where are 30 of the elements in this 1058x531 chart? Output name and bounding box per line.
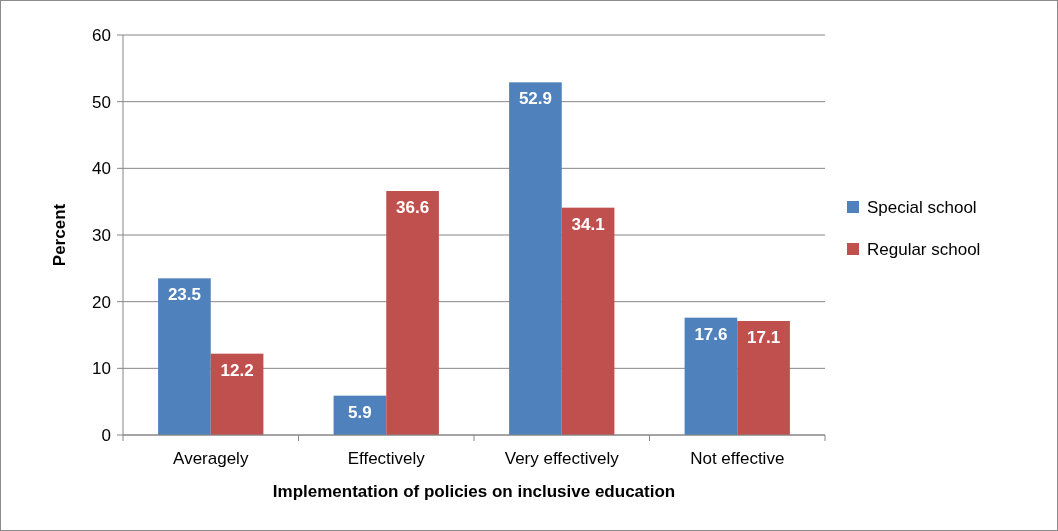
bar: [210, 353, 264, 435]
y-tick-label: 10: [92, 359, 111, 379]
bar: [386, 191, 439, 435]
x-tick-label: Not effective: [690, 449, 785, 468]
data-label: 17.1: [747, 328, 781, 347]
data-label: 36.6: [396, 198, 430, 217]
x-tick-label: Averagely: [173, 449, 249, 468]
y-tick-label: 60: [92, 25, 111, 45]
bar: [158, 278, 211, 435]
legend-label: Regular school: [867, 239, 981, 259]
bar: [684, 317, 738, 435]
legend-label: Special school: [867, 197, 977, 217]
y-tick-label: 40: [92, 159, 111, 179]
data-label: 12.2: [220, 360, 254, 380]
x-tick-label: Very effectively: [504, 449, 620, 468]
y-tick-label: 50: [92, 92, 111, 112]
data-label: 23.5: [167, 285, 201, 305]
bar: [509, 82, 562, 435]
data-label: 5.9: [348, 402, 372, 422]
data-label: 34.1: [571, 214, 605, 234]
data-label: 52.9: [518, 89, 552, 109]
bar: [561, 207, 615, 435]
x-axis-title: Implementation of policies on inclusive education: [272, 482, 676, 501]
data-label: 17.6: [694, 324, 728, 344]
y-axis-title: Percent: [50, 203, 69, 267]
y-tick-label: 20: [92, 292, 111, 312]
y-tick-label: 30: [92, 225, 111, 245]
bar: [737, 321, 790, 435]
x-tick-label: Effectively: [347, 449, 426, 468]
y-tick-label: 0: [101, 425, 111, 445]
